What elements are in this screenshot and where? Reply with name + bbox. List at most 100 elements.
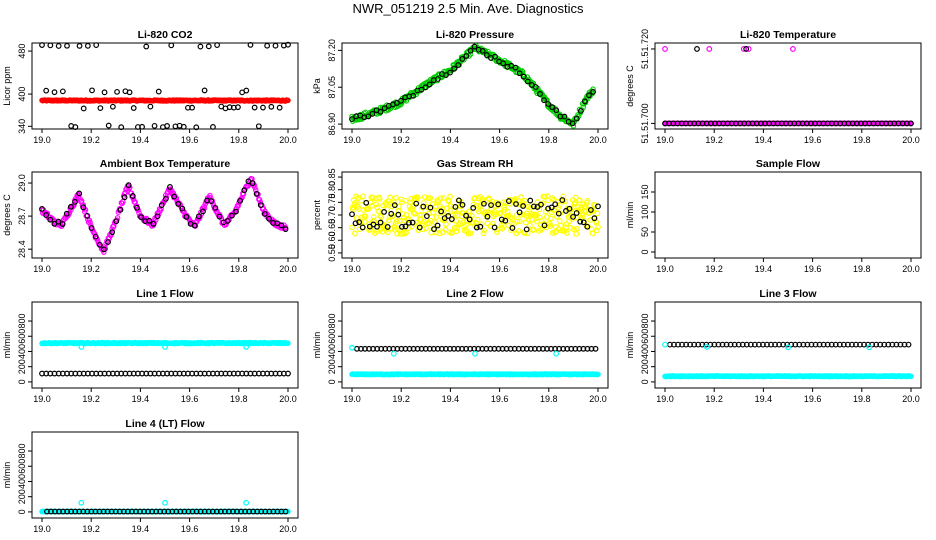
y-tick-label: 800 bbox=[17, 444, 27, 459]
y-tick-label: 200 bbox=[17, 359, 27, 374]
data-point bbox=[366, 221, 373, 228]
x-tick-label: 19.6 bbox=[491, 135, 509, 145]
data-point bbox=[433, 214, 440, 220]
data-point bbox=[47, 216, 54, 223]
data-point bbox=[495, 201, 502, 208]
data-point bbox=[589, 230, 596, 237]
data-point bbox=[390, 350, 397, 357]
x-tick-label: 19.4 bbox=[132, 135, 150, 145]
data-point bbox=[147, 103, 154, 110]
data-point bbox=[362, 213, 369, 220]
data-point bbox=[491, 224, 498, 231]
data-point bbox=[413, 219, 419, 226]
data-point bbox=[442, 226, 449, 233]
data-point bbox=[76, 42, 83, 49]
data-point bbox=[353, 215, 360, 221]
data-point bbox=[89, 87, 95, 94]
data-point bbox=[908, 120, 914, 127]
data-point bbox=[80, 202, 86, 208]
data-point bbox=[43, 212, 50, 218]
y-tick-label: 400 bbox=[17, 474, 27, 489]
data-point bbox=[427, 195, 433, 201]
plot-frame bbox=[654, 171, 922, 259]
data-point bbox=[369, 194, 376, 201]
data-point bbox=[594, 210, 601, 217]
data-point bbox=[431, 219, 438, 226]
data-point bbox=[125, 182, 132, 189]
data-point bbox=[561, 113, 568, 120]
data-point bbox=[595, 224, 601, 231]
plot-frame bbox=[341, 301, 609, 389]
data-point bbox=[377, 219, 384, 226]
x-tick-label: 19.8 bbox=[230, 135, 248, 145]
data-point bbox=[285, 508, 291, 515]
data-point bbox=[463, 212, 469, 219]
data-point bbox=[461, 227, 468, 234]
x-tick-label: 19.0 bbox=[33, 524, 51, 534]
series-all bbox=[349, 193, 601, 237]
panel-line3: Line 3 Flow ml/min 19.0 19.2 19.4 19.6 19.8 20.… bbox=[625, 288, 922, 404]
data-point bbox=[393, 194, 399, 201]
data-point bbox=[516, 209, 523, 216]
data-point bbox=[522, 219, 529, 226]
x-tick-label: 19.6 bbox=[804, 135, 822, 145]
data-point bbox=[224, 218, 231, 224]
y-tick-label: 0 bbox=[17, 509, 27, 514]
data-point bbox=[72, 124, 79, 130]
data-point bbox=[559, 197, 566, 203]
data-point bbox=[365, 113, 372, 120]
data-point bbox=[374, 223, 380, 230]
panel-licor-temp: Li-820 Temperature degrees C 19.0 19.2 19.4 1… bbox=[625, 29, 922, 145]
data-point bbox=[517, 211, 524, 218]
panel-title: Li-820 Pressure bbox=[436, 29, 514, 41]
data-point bbox=[349, 211, 355, 218]
data-point bbox=[168, 42, 175, 49]
data-point bbox=[179, 205, 186, 212]
y-axis-label: percent bbox=[312, 199, 322, 230]
data-point bbox=[373, 201, 379, 208]
y-tick-label: 51.51.700 bbox=[640, 103, 650, 143]
data-point bbox=[384, 229, 391, 236]
x-tick-label: 19.8 bbox=[853, 394, 871, 404]
y-tick-label: 200 bbox=[17, 489, 27, 504]
data-point bbox=[87, 219, 93, 226]
data-point bbox=[243, 344, 250, 350]
data-point bbox=[866, 344, 873, 351]
data-point bbox=[436, 230, 443, 237]
plot-frame bbox=[654, 301, 922, 389]
data-point bbox=[530, 226, 537, 233]
data-point bbox=[171, 193, 177, 200]
y-tick-label: 600 bbox=[17, 459, 27, 474]
y-axis-label: ml/min bbox=[312, 332, 322, 359]
data-point bbox=[84, 42, 91, 49]
data-point bbox=[214, 42, 221, 48]
data-point bbox=[72, 198, 78, 205]
plot-frame bbox=[31, 171, 299, 259]
x-tick-label: 20.0 bbox=[279, 394, 297, 404]
x-tick-label: 19.8 bbox=[853, 135, 871, 145]
data-point bbox=[208, 198, 215, 205]
data-point bbox=[349, 224, 355, 231]
data-point bbox=[481, 227, 488, 234]
data-point bbox=[282, 508, 289, 515]
x-tick-label: 19.2 bbox=[392, 394, 410, 404]
panel-title: Line 4 (LT) Flow bbox=[125, 418, 205, 430]
series-sampled bbox=[39, 370, 291, 377]
data-point bbox=[367, 226, 374, 233]
series-corrected bbox=[39, 97, 291, 104]
series-outliers bbox=[349, 344, 560, 357]
x-tick-label: 20.0 bbox=[589, 394, 607, 404]
data-point bbox=[88, 225, 95, 231]
data-point bbox=[134, 204, 140, 211]
x-tick-label: 19.2 bbox=[82, 394, 100, 404]
data-point bbox=[388, 210, 395, 217]
data-point bbox=[541, 193, 548, 200]
x-tick-label: 19.4 bbox=[442, 264, 460, 274]
series-sampled bbox=[349, 197, 601, 233]
x-tick-label: 19.8 bbox=[540, 394, 558, 404]
x-tick-label: 19.2 bbox=[705, 394, 723, 404]
data-point bbox=[556, 218, 563, 224]
data-point bbox=[743, 46, 750, 52]
data-point bbox=[130, 196, 137, 203]
data-point bbox=[587, 207, 594, 213]
